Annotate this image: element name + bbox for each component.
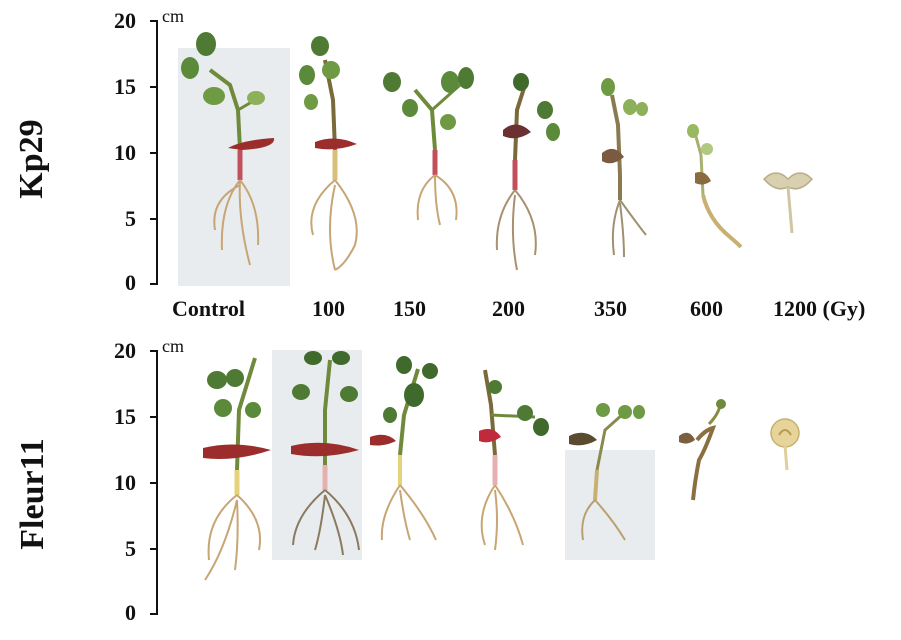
row-label-fleur11: Fleur11 — [14, 438, 51, 550]
tick-label-5: 5 — [125, 206, 136, 231]
tick-label-20: 20 — [114, 338, 136, 363]
dose-label-1200-gy: 1200 (Gy) — [773, 296, 866, 321]
axis-tick — [150, 613, 158, 615]
dose-label-200: 200 — [492, 296, 525, 321]
seedling-350gy-image — [601, 78, 648, 258]
tick-label-20: 20 — [114, 8, 136, 33]
tick-label-0: 0 — [125, 600, 136, 625]
axis-tick — [150, 86, 158, 88]
axis-tick — [150, 416, 158, 418]
seedling-1200gy-image — [770, 418, 800, 471]
tick-label-0: 0 — [125, 270, 136, 295]
axis-tick — [150, 283, 158, 285]
axis-tick — [150, 350, 158, 352]
dose-label-350: 350 — [594, 296, 627, 321]
photo-background — [565, 450, 655, 560]
seedling-600gy-image — [679, 399, 726, 501]
tick-label-10: 10 — [114, 470, 136, 495]
panel-fleur11: Fleur11 cm 20 15 10 5 0 — [0, 330, 901, 640]
y-axis-kp29: cm 20 15 10 5 0 — [100, 0, 184, 300]
seedling-200gy-image — [495, 73, 560, 271]
axis-tick — [150, 152, 158, 154]
seedling-350gy-image — [569, 403, 645, 541]
y-axis-fleur11: cm 20 15 10 5 0 — [100, 330, 184, 630]
dose-labels: Control 100 150 200 350 600 1200 (Gy) — [0, 296, 901, 328]
dose-label-control: Control — [172, 296, 245, 321]
seedling-control-image — [203, 357, 271, 581]
seedling-600gy-image — [687, 124, 743, 249]
seedling-150gy-image — [383, 67, 474, 226]
seedling-150gy-image — [370, 356, 438, 541]
tick-label-5: 5 — [125, 536, 136, 561]
dose-label-600: 600 — [690, 296, 723, 321]
seedling-1200gy-image — [762, 172, 814, 234]
tick-label-10: 10 — [114, 140, 136, 165]
seedling-200gy-image — [479, 369, 549, 551]
dose-label-150: 150 — [393, 296, 426, 321]
panel-kp29: Kp29 cm 20 15 10 5 0 — [0, 0, 901, 300]
seedling-100gy-image — [291, 351, 360, 556]
photo-background — [178, 48, 290, 286]
axis-tick — [150, 20, 158, 22]
axis-tick — [150, 482, 158, 484]
row-label-kp29: Kp29 — [13, 119, 50, 199]
tick-label-15: 15 — [114, 404, 136, 429]
seedling-100gy-image — [299, 36, 358, 271]
axis-unit: cm — [162, 6, 184, 26]
axis-unit: cm — [162, 336, 184, 356]
axis-tick — [150, 548, 158, 550]
dose-label-100: 100 — [312, 296, 345, 321]
axis-tick — [150, 218, 158, 220]
seedling-control-image — [181, 32, 275, 266]
tick-label-15: 15 — [114, 74, 136, 99]
